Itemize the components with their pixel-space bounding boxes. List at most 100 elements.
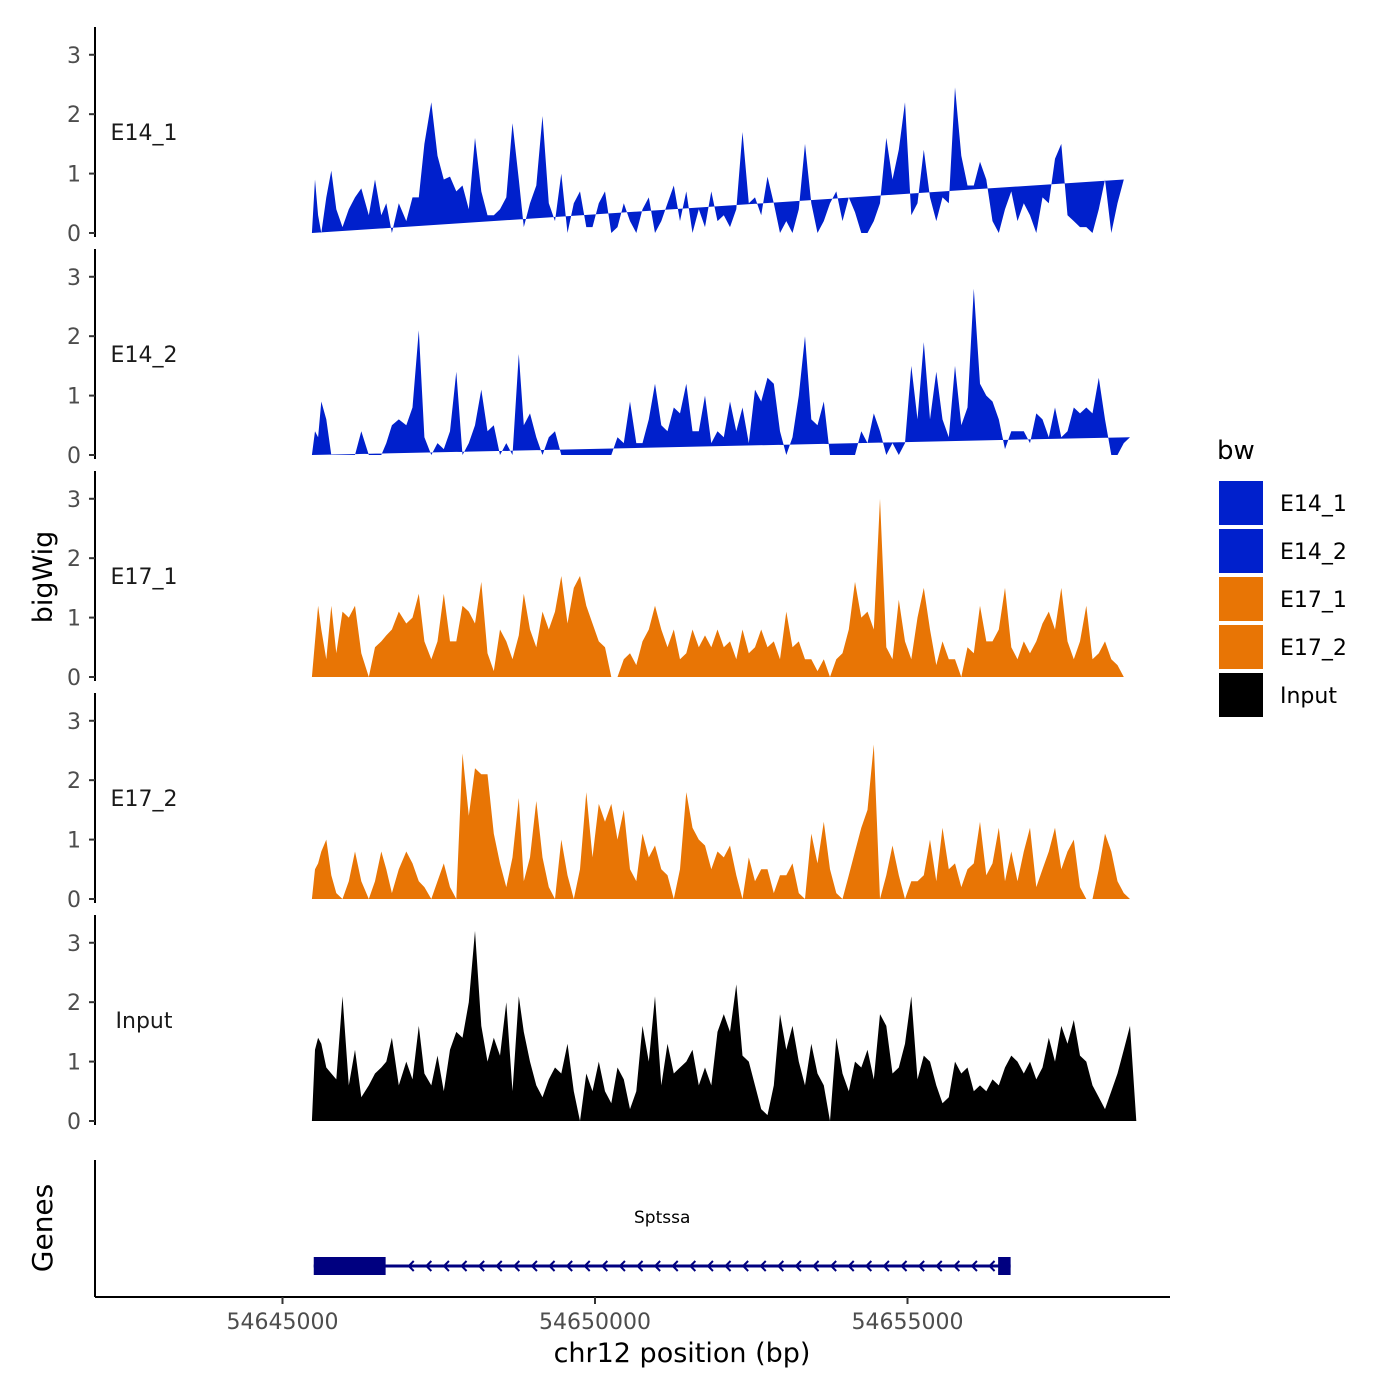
x-axis-ticks: 54645000 54650000 54655000 (227, 1297, 964, 1335)
track-label-e14-2: E14_2 (111, 343, 178, 368)
y-tick-label: 1 (67, 607, 81, 632)
strand-arrow (724, 1260, 732, 1272)
strand-arrow (671, 1260, 679, 1272)
y-tick-label: 1 (67, 1051, 81, 1076)
y-tick-label: 2 (67, 769, 81, 794)
track-panel-e17-2: 0 1 2 3 E17_2 (67, 693, 1137, 913)
strand-arrow (794, 1260, 802, 1272)
y-tick-label: 3 (67, 44, 81, 69)
signal-area-e17-2 (311, 744, 1137, 899)
y-tick-label: 3 (67, 710, 81, 735)
gene-name-label: Sptssa (634, 1208, 690, 1228)
strand-arrow (882, 1260, 890, 1272)
strand-arrow (864, 1260, 873, 1272)
strand-arrow (759, 1260, 767, 1272)
strand-arrow (812, 1260, 820, 1272)
track-panel-input: 0 1 2 3 Input (67, 915, 1137, 1135)
signal-area-e14-2 (311, 288, 1130, 455)
legend-item-e17-1: E17_1 (1217, 575, 1347, 623)
y-tick-label: 2 (67, 991, 81, 1016)
strand-arrow (688, 1260, 697, 1272)
legend-label: E14_1 (1280, 492, 1347, 517)
signal-area-input (311, 930, 1137, 1121)
legend-title: bw (1217, 436, 1255, 466)
strand-arrow (530, 1260, 538, 1272)
y-tick-label: 0 (67, 888, 81, 913)
strand-arrow (495, 1260, 503, 1272)
strand-arrow (442, 1260, 450, 1272)
legend-swatch (1217, 479, 1265, 527)
y-axis-title: bigWig (28, 531, 59, 624)
x-tick-label: 54655000 (852, 1310, 964, 1335)
track-label-e17-1: E17_1 (111, 565, 178, 590)
strand-arrow (407, 1260, 415, 1272)
strand-arrow (636, 1260, 644, 1272)
y-tick-label: 2 (67, 325, 81, 350)
track-panel-e17-1: 0 1 2 3 E17_1 (67, 471, 1137, 691)
track-label-input: Input (116, 1009, 173, 1034)
track-panel-e14-2: 0 1 2 3 E14_2 (67, 249, 1130, 469)
strand-arrow (900, 1260, 908, 1272)
track-panels: 0 1 2 3 E14_1 0 1 2 3 E14_2 0 1 2 3 E17_1 0 1 2 3 E17_2 0 1 2 3… (67, 27, 1137, 1135)
legend-label: E17_2 (1280, 636, 1347, 661)
signal-area-e14-1 (311, 87, 1124, 234)
legend-label: Input (1280, 684, 1337, 709)
strand-arrow (917, 1260, 925, 1272)
strand-arrow (706, 1260, 714, 1272)
y-tick-label: 1 (67, 163, 81, 188)
y-tick-label: 0 (67, 666, 81, 691)
legend-swatch (1217, 575, 1265, 623)
track-label-e17-2: E17_2 (111, 787, 178, 812)
strand-arrow (952, 1260, 961, 1272)
strand-arrow (970, 1260, 978, 1272)
legend-swatch (1217, 671, 1265, 719)
x-axis-title: chr12 position (bp) (554, 1338, 811, 1369)
gene-models: Sptssa (313, 1208, 1011, 1275)
legend-items: E14_1 E14_2 E17_1 E17_2 Input (1217, 479, 1347, 719)
y-tick-label: 2 (67, 547, 81, 572)
y-tick-label: 3 (67, 488, 81, 513)
legend-item-input: Input (1217, 671, 1337, 719)
legend-label: E17_1 (1280, 588, 1347, 613)
strand-arrow (653, 1260, 661, 1272)
y-tick-label: 0 (67, 222, 81, 247)
gene-exon (313, 1257, 386, 1275)
x-tick-label: 54645000 (227, 1310, 339, 1335)
strand-arrow (776, 1260, 785, 1272)
x-axis: 54645000 54650000 54655000 chr12 position … (95, 1296, 1170, 1369)
strand-arrow (600, 1260, 609, 1272)
strand-arrow (477, 1260, 485, 1272)
y-tick-label: 0 (67, 444, 81, 469)
y-tick-label: 0 (67, 1110, 81, 1135)
gene-exon (998, 1257, 1011, 1275)
strand-arrow (583, 1260, 591, 1272)
y-tick-label: 2 (67, 103, 81, 128)
strand-arrow (512, 1260, 521, 1272)
strand-arrow (847, 1260, 855, 1272)
strand-arrow (829, 1260, 837, 1272)
signal-area-e17-1 (311, 498, 1137, 677)
y-tick-label: 3 (67, 932, 81, 957)
legend-swatch (1217, 527, 1265, 575)
strand-arrow (935, 1260, 943, 1272)
y-tick-label: 3 (67, 266, 81, 291)
genes-axis-title: Genes (26, 1184, 59, 1272)
legend-swatch (1217, 623, 1265, 671)
gene-sptssa: Sptssa (313, 1208, 1011, 1275)
strand-arrow (988, 1260, 996, 1272)
genes-panel: Sptssa Genes (26, 1160, 1011, 1297)
strand-arrow (548, 1260, 556, 1272)
legend-item-e14-1: E14_1 (1217, 479, 1347, 527)
strand-arrow (618, 1260, 626, 1272)
y-tick-label: 1 (67, 829, 81, 854)
strand-arrow (741, 1260, 749, 1272)
x-tick-label: 54650000 (539, 1310, 651, 1335)
strand-arrow (460, 1260, 468, 1272)
track-label-e14-1: E14_1 (111, 121, 178, 146)
y-tick-label: 1 (67, 385, 81, 410)
legend-item-e14-2: E14_2 (1217, 527, 1347, 575)
strand-arrow (565, 1260, 573, 1272)
strand-arrow (424, 1260, 433, 1272)
track-panel-e14-1: 0 1 2 3 E14_1 (67, 27, 1124, 247)
